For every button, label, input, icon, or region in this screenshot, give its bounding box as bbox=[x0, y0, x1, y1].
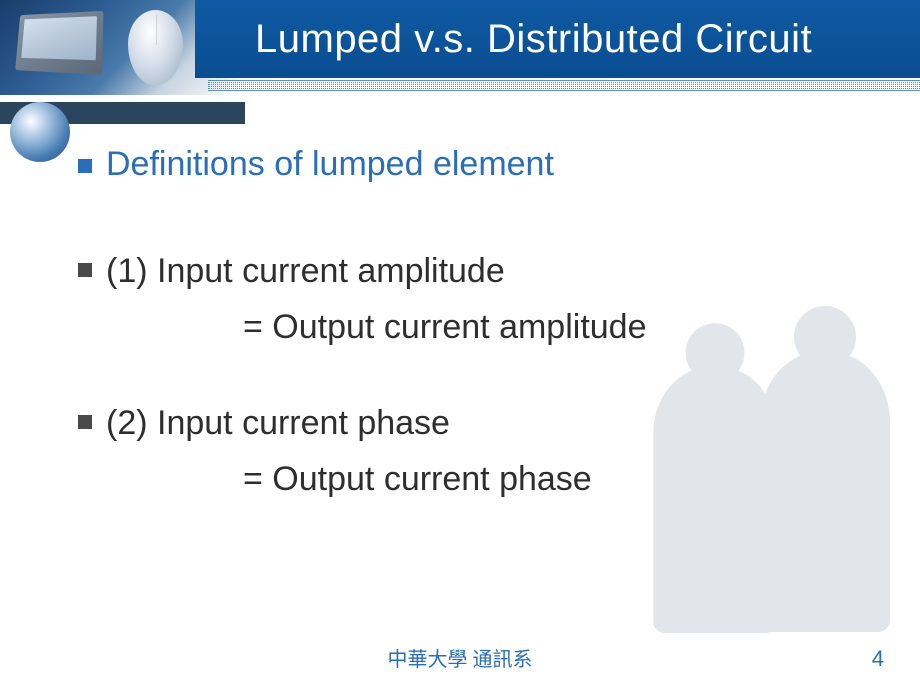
header: Lumped v.s. Distributed Circuit bbox=[0, 0, 920, 95]
page-number: 4 bbox=[872, 646, 884, 672]
point1-row: (1) Input current amplitude bbox=[78, 249, 890, 295]
point2-row: (2) Input current phase bbox=[78, 401, 890, 447]
slide-title: Lumped v.s. Distributed Circuit bbox=[255, 17, 812, 62]
point2-line1: (2) Input current phase bbox=[106, 401, 450, 447]
laptop-graphic bbox=[15, 11, 103, 75]
bullet-icon bbox=[78, 263, 92, 277]
bullet-icon bbox=[78, 415, 92, 429]
mouse-graphic bbox=[128, 10, 183, 85]
bullet-icon bbox=[78, 159, 92, 173]
footer: 中華大學 通訊系 bbox=[0, 643, 920, 672]
footer-text: 中華大學 通訊系 bbox=[388, 649, 533, 671]
point1-line2: = Output current amplitude bbox=[78, 305, 890, 351]
heading-text: Definitions of lumped element bbox=[106, 145, 554, 184]
title-bar: Lumped v.s. Distributed Circuit bbox=[195, 0, 920, 78]
content-area: Definitions of lumped element (1) Input … bbox=[78, 145, 890, 503]
point1-line1: (1) Input current amplitude bbox=[106, 249, 505, 295]
globe-icon bbox=[10, 102, 70, 162]
rule-lines bbox=[208, 80, 920, 100]
heading-row: Definitions of lumped element bbox=[78, 145, 890, 184]
point2-line2: = Output current phase bbox=[78, 457, 890, 503]
